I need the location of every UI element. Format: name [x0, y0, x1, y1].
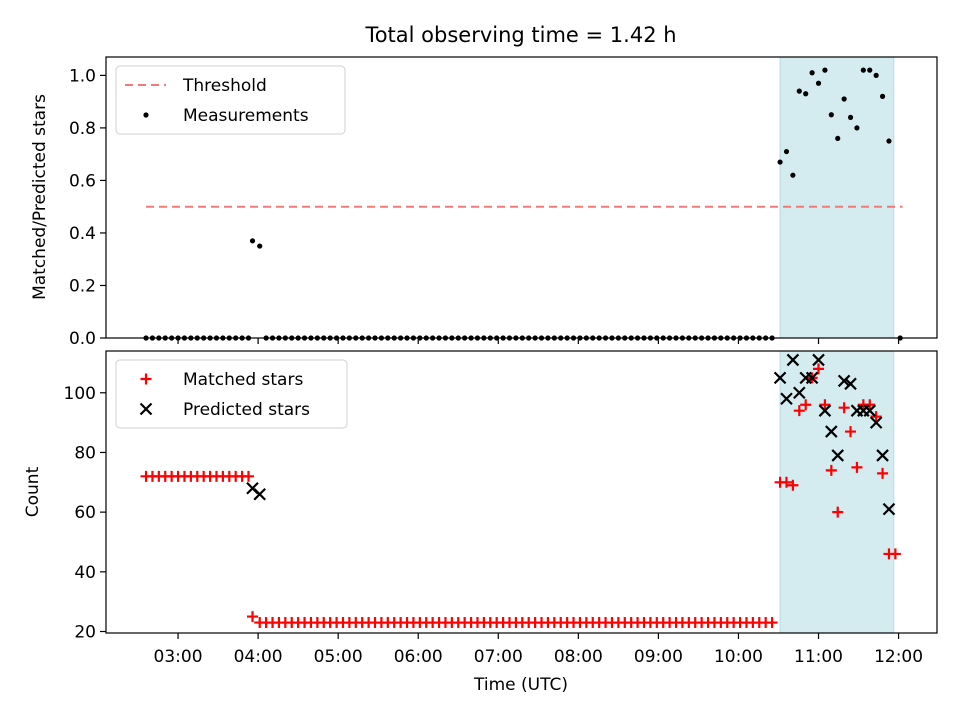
data-point: [828, 112, 834, 118]
legend-x-swatch: [139, 402, 153, 416]
data-point: [780, 392, 793, 406]
data-point: [889, 548, 901, 560]
data-point: [863, 404, 877, 417]
data-point: [793, 405, 805, 417]
data-point: [882, 502, 896, 516]
data-point: [777, 159, 783, 165]
y-tick-label: 100: [64, 384, 96, 404]
series-matched-stars: [140, 363, 901, 629]
data-point: [786, 353, 800, 367]
data-point: [780, 476, 792, 488]
data-point: [841, 96, 847, 102]
y-tick-label: 80: [74, 443, 96, 463]
legend: Matched stars Predicted stars: [115, 359, 348, 429]
data-point: [243, 470, 255, 482]
x-axis-label: Time (UTC): [473, 675, 568, 695]
data-point: [864, 399, 876, 411]
data-point: [837, 374, 851, 388]
data-point: [877, 467, 889, 479]
data-point: [793, 386, 806, 400]
x-tick-label: 12:00: [874, 647, 923, 667]
y-tick-label: 60: [74, 503, 96, 523]
data-point: [844, 377, 857, 391]
top-y-axis-label: Matched/Predicted stars: [30, 94, 50, 300]
bottom-y-axis-label: Count: [23, 466, 43, 517]
data-point: [809, 70, 815, 76]
data-point: [783, 148, 790, 155]
data-point: [790, 172, 796, 178]
x-tick-label: 03:00: [154, 647, 203, 667]
data-point: [815, 80, 822, 86]
data-point: [860, 67, 866, 73]
legend-plus-swatch: [140, 373, 152, 385]
data-point: [773, 371, 787, 385]
legend-dot-swatch: [143, 112, 149, 118]
data-point: [787, 479, 799, 491]
data-point: [886, 138, 892, 144]
data-point: [766, 617, 778, 629]
y-tick-label: 0.0: [69, 329, 96, 349]
data-point: [818, 404, 832, 417]
legend-label: Predicted stars: [183, 400, 310, 420]
data-point: [800, 399, 812, 411]
y-tick-label: 0.2: [69, 276, 96, 296]
data-point: [845, 426, 857, 438]
x-tick-label: 11:00: [794, 647, 843, 667]
y-tick-label: 40: [74, 563, 96, 583]
x-tick-label: 06:00: [394, 647, 443, 667]
legend-label: Matched stars: [183, 370, 303, 390]
data-point: [869, 416, 883, 429]
data-point: [257, 243, 263, 249]
x-tick-label: 07:00: [474, 647, 523, 667]
legend-label: Measurements: [183, 106, 309, 126]
data-point: [249, 238, 256, 244]
x-tick-label: 08:00: [554, 647, 603, 667]
data-point: [873, 72, 879, 78]
data-point: [838, 402, 850, 414]
data-point: [825, 425, 838, 438]
y-tick-label: 0.4: [69, 224, 96, 244]
x-tick-label: 05:00: [314, 647, 363, 667]
chart-title: Total observing time = 1.42 h: [364, 23, 676, 47]
data-point: [876, 449, 889, 462]
data-point: [813, 363, 825, 375]
bottom-panel-counts: 20 40 60 80 100 03:00 04:00 05:00 06:00 07:00 08:0…: [64, 350, 938, 667]
data-point: [851, 461, 863, 473]
y-tick-label: 20: [74, 623, 96, 643]
x-tick-label: 10:00: [714, 647, 763, 667]
legend-box: [115, 65, 346, 135]
data-point: [247, 611, 259, 623]
data-point: [879, 93, 886, 99]
axes-frame: [105, 56, 938, 339]
observing-window-span: [779, 350, 895, 634]
x-tick-label: 09:00: [634, 647, 683, 667]
y-tick-label: 1.0: [69, 66, 96, 86]
observing-window-span: [779, 56, 895, 339]
data-point: [819, 399, 831, 411]
data-point: [796, 88, 802, 94]
data-point: [253, 487, 266, 501]
data-point: [867, 67, 873, 73]
data-point: [854, 125, 860, 131]
legend: Threshold Measurements: [115, 65, 346, 135]
top-panel-ratio: 0.0 0.2 0.4 0.6 0.8 1.0 Threshold Measurements: [69, 56, 938, 349]
legend-box: [115, 359, 348, 429]
data-point: [870, 411, 882, 423]
series-predicted-stars: [246, 353, 896, 516]
data-point: [803, 91, 809, 97]
x-tick-label: 04:00: [234, 647, 283, 667]
data-point: [812, 353, 825, 367]
axes-frame: [105, 350, 938, 634]
y-tick-label: 0.6: [69, 171, 96, 191]
data-point: [835, 135, 841, 142]
data-point: [825, 464, 837, 476]
data-point: [805, 371, 819, 385]
data-point: [847, 114, 854, 121]
data-point: [831, 449, 845, 462]
data-point: [832, 506, 844, 518]
data-point: [822, 67, 828, 73]
legend-label: Threshold: [182, 76, 267, 96]
y-tick-label: 0.8: [69, 119, 96, 139]
